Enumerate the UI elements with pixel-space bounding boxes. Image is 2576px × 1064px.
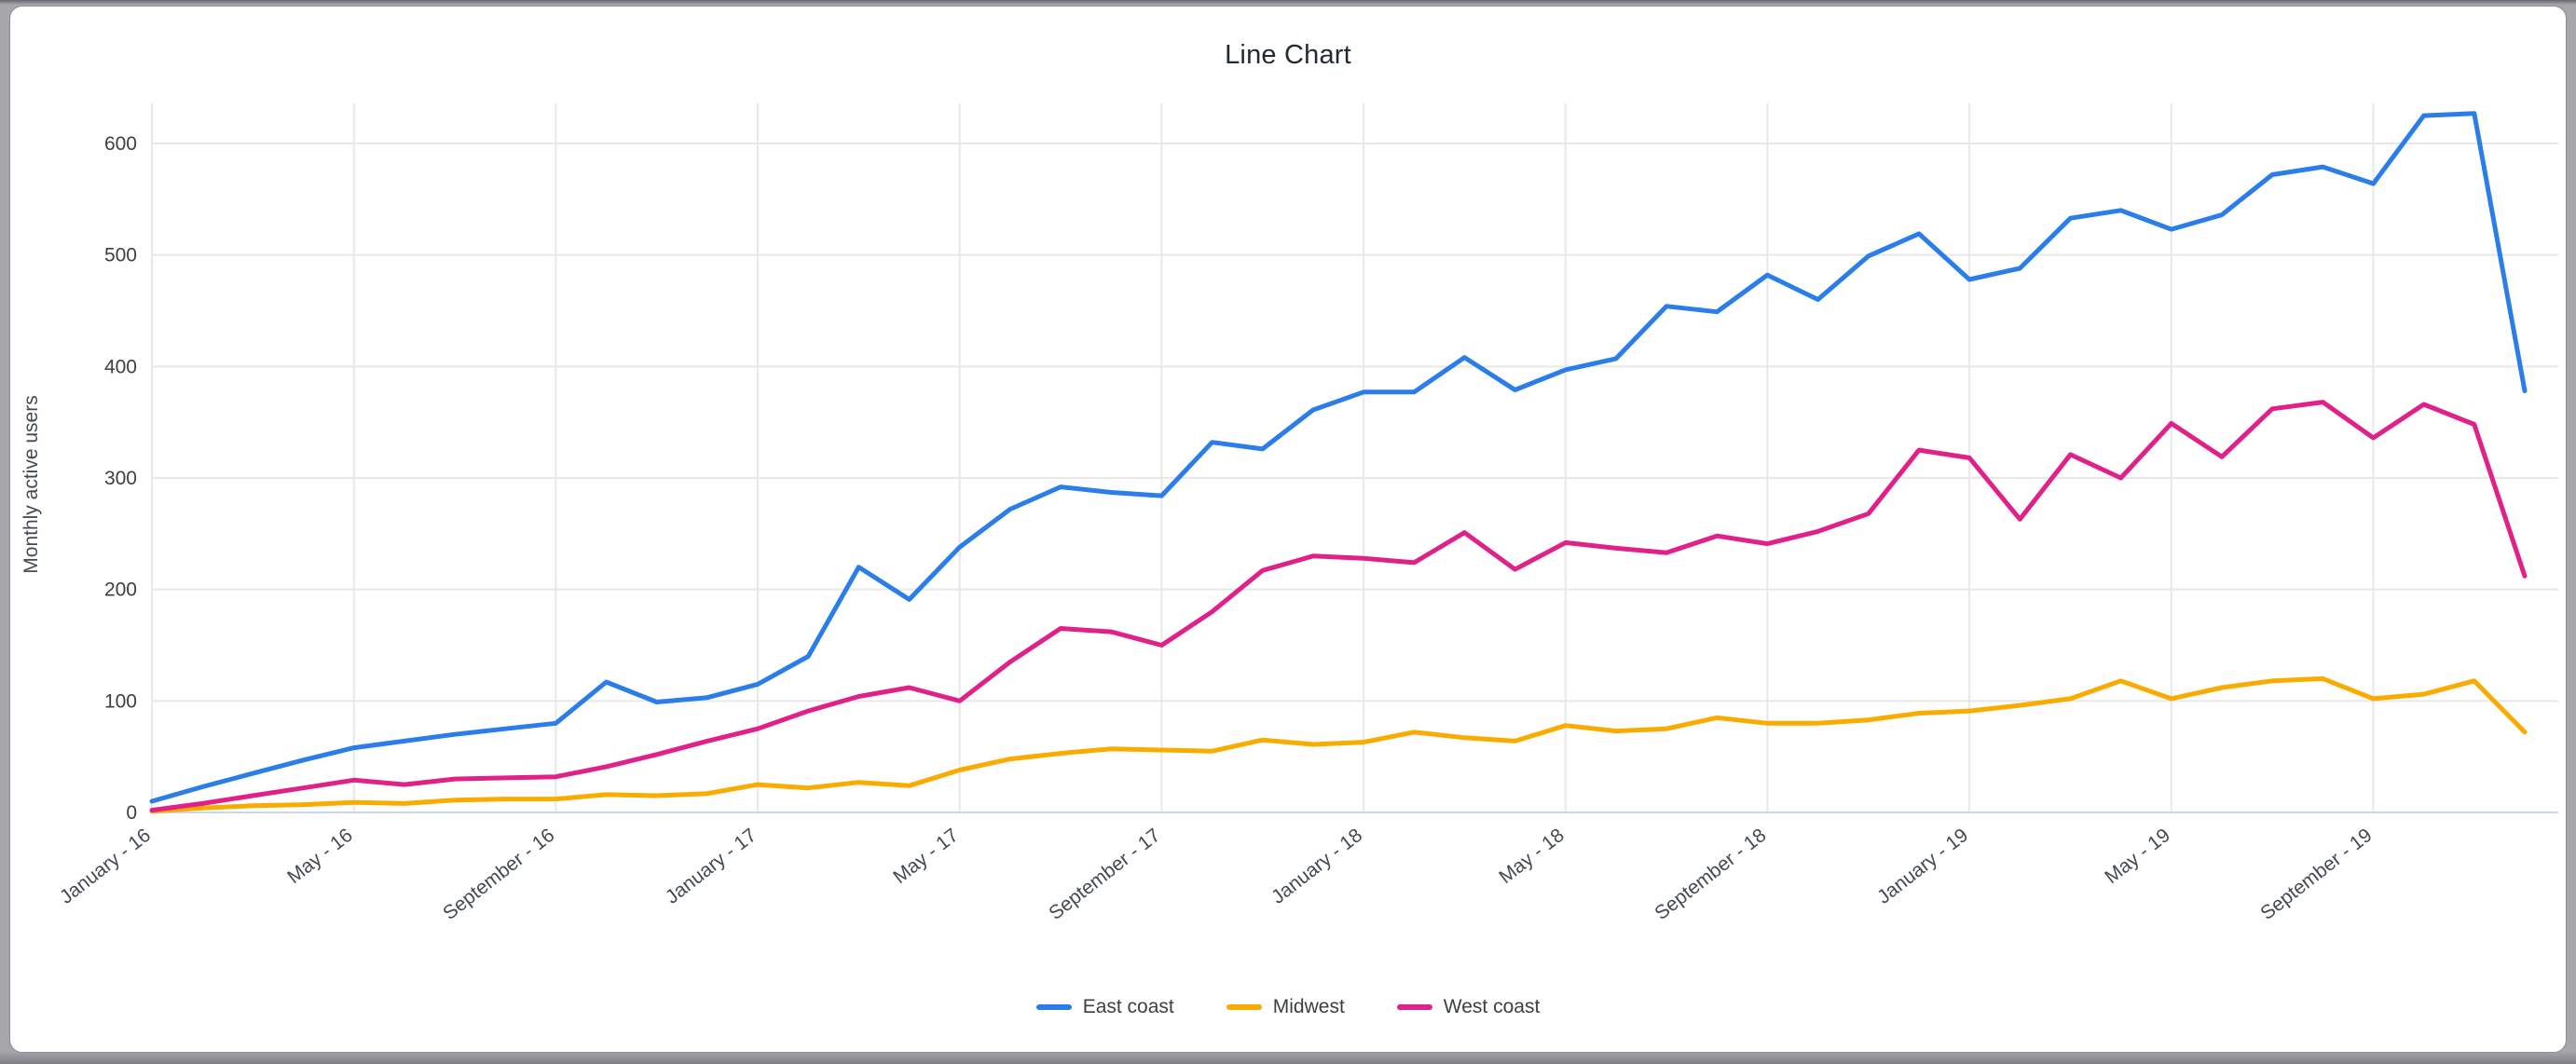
- y-tick-label: 200: [104, 580, 137, 601]
- east-coast-line-swatch-icon: [1035, 1004, 1072, 1010]
- legend: East coast Midwest West coast: [10, 996, 2566, 1018]
- chart-title: Line Chart: [1225, 40, 1351, 70]
- y-tick-label: 600: [104, 133, 137, 155]
- series-line-east-coast: [149, 111, 2528, 804]
- x-tick-label: May - 17: [889, 825, 963, 888]
- legend-label-west-coast: West coast: [1443, 996, 1541, 1017]
- legend-item-east-coast: East coast: [1035, 996, 1174, 1018]
- y-tick-label: 0: [126, 802, 137, 824]
- legend-item-west-coast: West coast: [1396, 996, 1541, 1018]
- legend-label-east-coast: East coast: [1082, 996, 1174, 1017]
- x-tick-label: September - 19: [2256, 825, 2376, 924]
- line-chart-plot-area: 0 100 200 300 400 500 600 January - 16 May - 16 S…: [56, 103, 2558, 924]
- x-tick-label: January - 19: [1873, 825, 1972, 908]
- chart-card: Line Chart Monthly active users 0 100 200 3…: [9, 6, 2567, 1053]
- y-tick-label: 500: [104, 245, 137, 266]
- x-tick-label: May - 16: [283, 825, 357, 888]
- x-tick-label: May - 18: [1495, 825, 1569, 888]
- legend-item-midwest: Midwest: [1226, 996, 1345, 1018]
- midwest-line-swatch-icon: [1226, 1004, 1262, 1010]
- x-tick-label: January - 16: [56, 825, 155, 908]
- y-tick-label: 300: [104, 468, 137, 489]
- series-line-west-coast: [149, 400, 2528, 813]
- x-tick-label: January - 17: [662, 825, 760, 908]
- series-line-midwest: [149, 675, 2528, 814]
- x-tick-label: September - 16: [439, 825, 558, 924]
- x-tick-label: January - 18: [1267, 825, 1366, 908]
- y-tick-label: 100: [104, 690, 137, 712]
- x-tick-label: September - 18: [1651, 825, 1770, 924]
- legend-label-midwest: Midwest: [1272, 996, 1345, 1017]
- west-coast-line-swatch-icon: [1396, 1004, 1432, 1010]
- y-tick-label: 400: [104, 356, 137, 377]
- x-tick-label: May - 19: [2101, 825, 2174, 888]
- x-tick-label: September - 17: [1045, 825, 1164, 924]
